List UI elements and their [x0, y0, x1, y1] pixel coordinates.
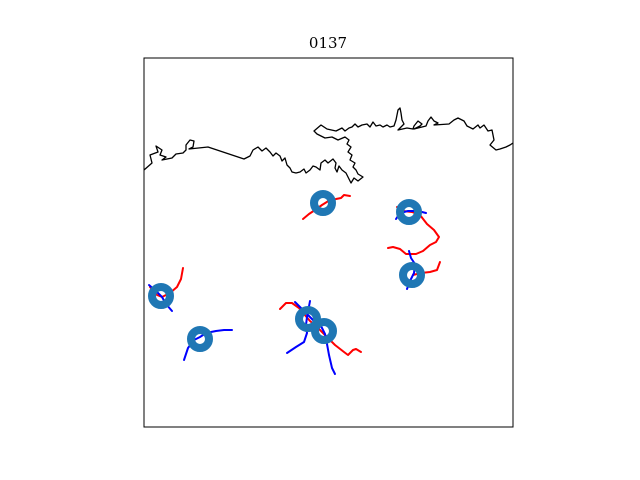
marker-ring-icon	[310, 190, 336, 216]
marker-1	[148, 283, 174, 309]
track-blue-2	[183, 329, 233, 361]
marker-ring-icon	[396, 199, 422, 225]
marker-5	[311, 318, 337, 344]
marker-ring-icon	[399, 262, 425, 288]
marker-ring-icon	[148, 283, 174, 309]
marker-ring-icon	[187, 326, 213, 352]
map-frame	[143, 57, 514, 428]
map-title: 0137	[309, 34, 347, 52]
marker-7	[399, 262, 425, 288]
track-group-2	[183, 329, 233, 361]
marker-3	[310, 190, 336, 216]
marker-ring-icon	[311, 318, 337, 344]
marker-2	[187, 326, 213, 352]
marker-ring-icon	[295, 306, 321, 332]
track-red-4	[279, 302, 362, 356]
marker-4	[295, 306, 321, 332]
marker-6	[396, 199, 422, 225]
track-blue-4a	[286, 300, 311, 354]
map-axes	[143, 57, 514, 428]
coastline	[144, 107, 513, 184]
